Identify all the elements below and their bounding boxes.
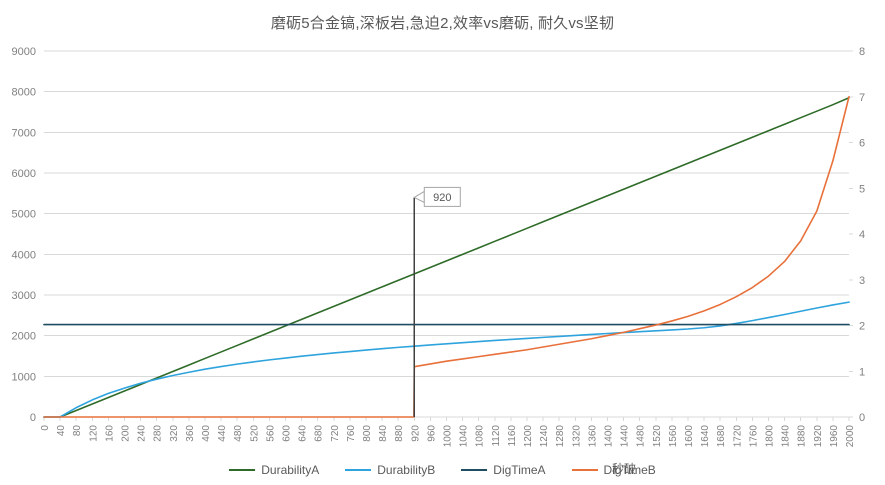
x-axis-tick-label: 560 (265, 425, 276, 442)
x-axis-tick-label: 600 (282, 425, 293, 442)
legend-swatch-icon (229, 469, 256, 471)
x-axis-tick-label: 1840 (781, 425, 792, 448)
x-axis-tick-label: 1800 (765, 425, 776, 448)
legend-item-digtimeb[interactable]: DigTimeB (571, 463, 656, 477)
y2-axis-tick-label: 4 (859, 229, 865, 241)
x-axis-tick-label: 1880 (797, 425, 808, 448)
annotation-group: 920 (413, 186, 461, 417)
legend-item-label: DurabilityB (377, 463, 436, 477)
x-axis-tick-label: 880 (394, 425, 405, 442)
x-axis-tick-label: 1320 (571, 425, 582, 448)
x-axis: 0 40 80 120 160 200 240 280 320 360 400 440 480 520 56… (40, 417, 856, 447)
y-axis-tick-label: 5000 (12, 209, 36, 221)
y-axis-tick-label: 6000 (12, 168, 36, 180)
y2-axis-tick-label: 8 (859, 46, 865, 58)
x-axis-tick-label: 0 (40, 425, 51, 431)
x-axis-tick-label: 2000 (845, 425, 856, 448)
x-axis-tick-label: 1720 (732, 425, 743, 448)
x-axis-tick-label: 440 (217, 425, 228, 442)
x-axis-tick-label: 1760 (748, 425, 759, 448)
x-axis-tick-label: 1480 (636, 425, 647, 448)
x-axis-tick-label: 1200 (523, 425, 534, 448)
gridlines-group (44, 50, 849, 418)
legend-item-label: DurabilityA (261, 463, 320, 477)
x-axis-tick-label: 840 (378, 425, 389, 442)
x-axis-tick-label: 1360 (587, 425, 598, 448)
y2-axis-tick-label: 2 (859, 321, 865, 333)
x-axis-tick-label: 320 (169, 425, 180, 442)
x-axis-tick-label: 1600 (684, 425, 695, 448)
x-axis-tick-label: 1000 (443, 425, 454, 448)
x-axis-tick-label: 1040 (459, 425, 470, 448)
series-line-digtimeb (43, 95, 850, 418)
legend-swatch-icon (461, 469, 488, 471)
legend-item-durabilitya[interactable]: DurabilityA (229, 463, 319, 477)
y2-axis-tick-label: 6 (859, 138, 865, 150)
x-axis-tick-label: 1680 (716, 425, 727, 448)
annotation-leader (413, 190, 425, 204)
y2-axis-tick-label: 0 (859, 412, 865, 424)
y-axis-left: 0 1000 2000 3000 4000 5000 6000 7000 8000 9000 (12, 46, 36, 424)
x-axis-tick-label: 640 (298, 425, 309, 442)
x-axis-tick-label: 1960 (829, 425, 840, 448)
x-axis-tick-label: 720 (330, 425, 341, 442)
x-axis-tick-label: 760 (346, 425, 357, 442)
y-axis-tick-label: 7000 (12, 127, 36, 139)
y-axis-tick-label: 9000 (12, 46, 36, 58)
x-axis-title: 秒破 (612, 462, 637, 476)
x-axis-tick-label: 1240 (539, 425, 550, 448)
annotation-callout-label: 920 (433, 192, 451, 204)
x-axis-tick-label: 1400 (604, 425, 615, 448)
x-axis-tick-label: 80 (72, 425, 83, 437)
x-axis-tick-label: 240 (137, 425, 148, 442)
series-group (43, 95, 850, 418)
x-axis-tick-label: 800 (362, 425, 373, 442)
legend-item-label: DigTimeB (603, 463, 656, 477)
x-axis-tick-label: 160 (104, 425, 115, 442)
x-axis-tick-label: 200 (121, 425, 132, 442)
x-axis-tick-label: 960 (426, 425, 437, 442)
x-axis-tick-label: 1160 (507, 425, 518, 447)
y-axis-tick-label: 1000 (12, 371, 36, 383)
y-axis-tick-label: 0 (30, 412, 36, 424)
x-axis-tick-label: 920 (410, 425, 421, 442)
chart-legend: DurabilityA DurabilityB DigTimeA DigTimeB (0, 463, 885, 477)
x-axis-tick-label: 40 (56, 425, 67, 437)
chart-title: 磨砺5合金镐,深板岩,急迫2,效率vs磨砺, 耐久vs坚韧 (270, 15, 615, 32)
x-axis-tick-label: 1280 (555, 425, 566, 448)
x-axis-tick-label: 120 (88, 425, 99, 442)
x-axis-tick-label: 1080 (475, 425, 486, 448)
y-axis-tick-label: 4000 (12, 249, 36, 261)
x-axis-tick-label: 1440 (620, 425, 631, 448)
legend-swatch-icon (571, 469, 598, 471)
legend-item-label: DigTimeA (493, 463, 546, 477)
x-axis-tick-label: 520 (249, 425, 260, 442)
x-axis-tick-label: 1520 (652, 425, 663, 448)
y2-axis-tick-label: 1 (859, 366, 865, 378)
annotation-callout-box (423, 186, 461, 207)
y-axis-tick-label: 8000 (12, 87, 36, 99)
y-axis-tick-label: 3000 (12, 290, 36, 302)
x-axis-tick-label: 400 (201, 425, 212, 442)
x-axis-tick-label: 680 (314, 425, 325, 442)
y2-axis-tick-label: 7 (859, 92, 865, 104)
x-axis-tick-label: 480 (233, 425, 244, 442)
x-axis-tick-label: 1640 (700, 425, 711, 448)
y-axis-tick-label: 2000 (12, 331, 36, 343)
series-line-durabilityb (43, 301, 850, 418)
x-axis-tick-label: 360 (185, 425, 196, 442)
y2-axis-tick-label: 5 (859, 183, 865, 195)
x-axis-tick-label: 1120 (491, 425, 502, 447)
legend-item-digtimea[interactable]: DigTimeA (461, 463, 546, 477)
x-axis-tick-label: 1920 (813, 425, 824, 448)
y-axis-right: 0 1 2 3 4 5 6 7 8 (849, 46, 865, 424)
x-axis-tick-label: 1560 (668, 425, 679, 448)
x-axis-tick-label: 280 (153, 425, 164, 442)
legend-swatch-icon (345, 469, 372, 471)
series-line-durabilitya (43, 96, 850, 418)
legend-item-durabilityb[interactable]: DurabilityB (345, 463, 435, 477)
y2-axis-tick-label: 3 (859, 275, 865, 287)
